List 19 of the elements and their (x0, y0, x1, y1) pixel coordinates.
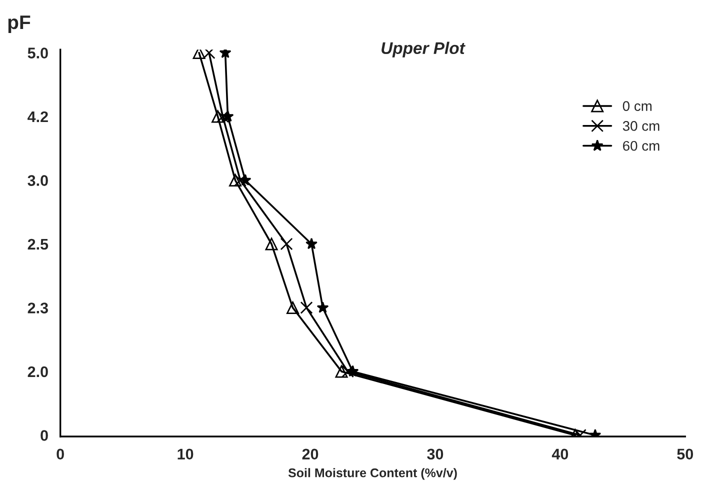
y-tick-label: 2.3 (28, 302, 48, 314)
legend-label: 30 cm (622, 121, 660, 131)
x-tick-label: 50 (677, 448, 694, 460)
x-tick-label: 0 (56, 448, 64, 460)
y-tick-label: 4.2 (28, 111, 48, 122)
y-tick-label: 3.0 (28, 175, 48, 186)
x-tick-label: 40 (552, 448, 568, 460)
chart-title: Upper Plot (382, 42, 466, 58)
x-tick-label: 30 (427, 448, 444, 460)
y-tick-label: 2.5 (28, 238, 48, 250)
x-axis-title: Soil Moisture Content (%v/v) (288, 468, 457, 480)
legend-label: 0 cm (622, 101, 652, 111)
x-tick-label: 20 (302, 448, 318, 460)
y-axis-title: pF (8, 16, 30, 34)
x-tick-label: 10 (178, 448, 194, 460)
y-tick-label: 0 (40, 430, 48, 441)
y-tick-label: 5.0 (28, 48, 48, 58)
y-tick-label: 2.0 (28, 366, 48, 378)
legend-label: 60 cm (623, 140, 660, 151)
